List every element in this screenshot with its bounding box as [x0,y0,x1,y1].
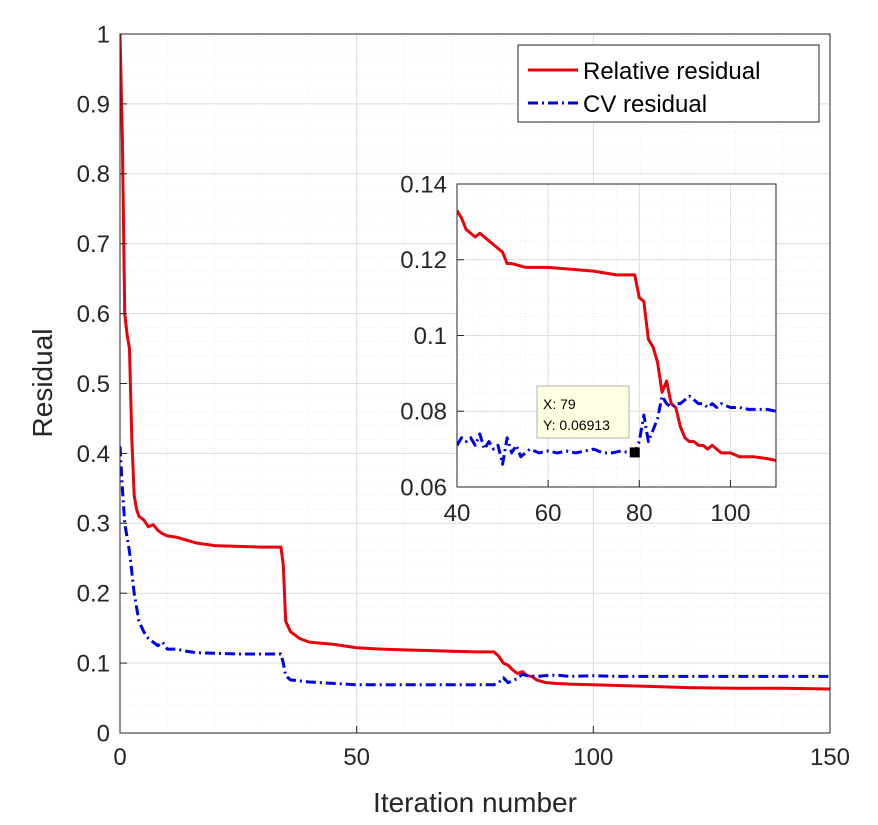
y-tick-label: 0.3 [77,511,110,538]
relative-residual-line [120,34,830,691]
datatip-box [536,385,630,439]
y-tick-label: 0.7 [77,231,110,258]
datatip-marker[interactable] [629,447,640,458]
y-tick-label: 0.6 [77,301,110,328]
y-tick-label: 0.08 [400,399,447,426]
y-tick-label: 0.14 [400,171,447,198]
x-tick-label: 0 [113,744,126,771]
inset-series [457,209,776,466]
x-tick-label: 100 [710,500,750,527]
y-tick-label: 0 [97,720,110,747]
y-tick-label: 1 [97,21,110,48]
main-series [120,34,830,691]
y-tick-label: 0.4 [77,441,110,468]
main-ticks: 0 50 100 150 0 0.1 0.2 0.3 0.4 0.5 0.6 0.7 0.8 0.9 1 [77,21,850,771]
legend: Relative residual CV residual [517,44,820,123]
cv-residual-line [457,394,776,466]
datatip-x-label: X: 79 [543,396,576,412]
x-tick-label: 150 [810,744,850,771]
inset-ticks: 40 60 80 100 0.06 0.08 0.1 0.12 0.14 [400,171,750,527]
y-tick-label: 0.2 [77,581,110,608]
x-tick-label: 80 [626,500,653,527]
y-tick-label: 0.1 [77,651,110,678]
datatip[interactable]: X: 79 Y: 0.06913 [536,385,640,458]
datatip-y-label: Y: 0.06913 [543,417,610,433]
y-tick-label: 0.8 [77,161,110,188]
x-tick-label: 50 [343,744,370,771]
x-tick-label: 100 [573,744,613,771]
x-tick-label: 40 [444,500,471,527]
y-tick-label: 0.12 [400,247,447,274]
x-axis-label: Iteration number [373,787,577,818]
y-tick-label: 0.9 [77,91,110,118]
legend-label-relative: Relative residual [583,58,760,85]
y-tick-label: 0.5 [77,371,110,398]
x-tick-label: 60 [535,500,562,527]
relative-residual-line [457,209,776,462]
y-tick-label: 0.06 [400,474,447,501]
y-axis-label: Residual [27,329,58,438]
y-tick-label: 0.1 [414,323,447,350]
cv-residual-line [120,446,830,687]
legend-label-cv: CV residual [583,91,707,118]
legend-box [517,44,820,123]
